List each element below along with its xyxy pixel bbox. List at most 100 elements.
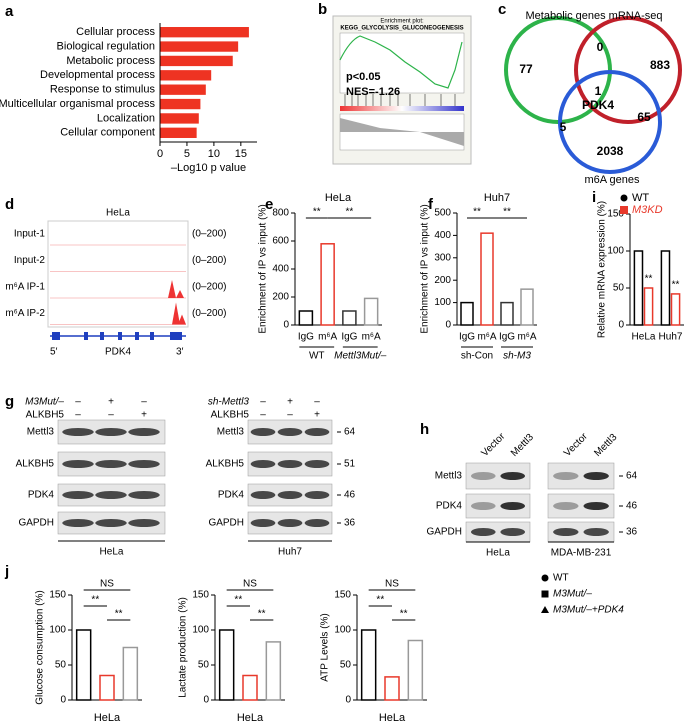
y-tick-label: Response to stimulus: [50, 84, 156, 96]
treatment-sign: +: [314, 410, 320, 421]
y-tick-label: 100: [49, 625, 66, 636]
panel-label: g: [5, 393, 14, 410]
y-axis-label: Enrichment of IP vs input (%): [420, 204, 431, 333]
legend-label: WT: [553, 573, 569, 584]
track-label: m⁶A IP-2: [5, 308, 45, 319]
venn-count: 65: [637, 110, 651, 124]
significance: **: [376, 595, 384, 606]
y-tick-label: 800: [272, 208, 289, 219]
y-tick-label: Biological regulation: [57, 40, 155, 52]
y-tick-label: 100: [192, 625, 209, 636]
blot-band: [277, 491, 303, 499]
blot-band: [95, 519, 127, 527]
y-tick-label: 0: [345, 695, 351, 706]
legend-label: M3KD: [632, 204, 663, 216]
group-label: WT: [309, 351, 325, 362]
panel-label: e: [265, 196, 273, 213]
blot-band: [583, 502, 609, 510]
significance: **: [258, 609, 266, 620]
blot-band: [95, 460, 127, 468]
legend-marker: [541, 590, 549, 598]
lane-label: Mettl3: [592, 432, 619, 459]
gsea-title: Enrichment plot:: [380, 19, 424, 25]
y-tick-label: 0: [60, 695, 66, 706]
y-tick-label: 150: [192, 590, 209, 601]
x-axis-label: HeLa: [237, 712, 264, 724]
cell-label: MDA-MB-231: [551, 548, 612, 559]
track-label: Input-2: [14, 255, 46, 266]
venn-circle: [558, 70, 662, 174]
blot-band: [553, 528, 579, 536]
blot-band: [62, 428, 94, 436]
y-tick-label: 0: [618, 320, 624, 331]
bar: [633, 250, 644, 326]
blot-band: [250, 491, 276, 499]
y-tick-label: Localization: [97, 112, 155, 124]
treatment-sign: –: [108, 410, 114, 421]
venn-count: 77: [519, 62, 533, 76]
bar: [160, 98, 201, 110]
significance: NS: [100, 579, 114, 590]
panel-label: h: [420, 421, 429, 438]
bar: [660, 250, 671, 326]
blot-band: [470, 502, 496, 510]
y-tick-label: 150: [334, 590, 351, 601]
treatment-sign: –: [75, 397, 81, 408]
y-axis-label: Relative mRNA expression (%): [597, 201, 608, 338]
chart-title: Huh7: [484, 192, 510, 204]
venn-set-label: m6A genes: [584, 174, 640, 186]
x-axis-label: HeLa: [94, 712, 121, 724]
bar: [265, 641, 282, 701]
treatment-label: M3Mut/–: [25, 397, 64, 408]
group-label: sh-M3: [503, 351, 531, 362]
panel-label: j: [4, 563, 9, 580]
panel-label: c: [498, 1, 506, 18]
track-peak: [172, 302, 180, 325]
significance: **: [473, 207, 481, 218]
blot-band: [500, 472, 526, 480]
track-label: m⁶A IP-1: [5, 282, 45, 293]
bar: [99, 674, 115, 701]
x-tick-label: IgG: [499, 332, 515, 343]
significance: **: [503, 207, 511, 218]
x-tick-label: m⁶A: [477, 332, 496, 343]
significance: NS: [385, 579, 399, 590]
protein-label: PDK4: [218, 490, 245, 501]
blot-band: [128, 428, 160, 436]
x-tick-label: Huh7: [659, 332, 683, 343]
panel-label: b: [318, 1, 327, 18]
y-tick-label: 100: [607, 246, 624, 257]
marker-label: 36: [344, 518, 356, 529]
y-axis-label: ATP Levels (%): [320, 613, 331, 682]
protein-label: PDK4: [436, 501, 463, 512]
bar: [160, 113, 199, 124]
cell-label: HeLa: [100, 547, 124, 558]
treatment-sign: +: [141, 410, 147, 421]
y-tick-label: 50: [613, 283, 625, 294]
legend-marker: [541, 606, 549, 613]
gene-end: 3′: [176, 347, 184, 358]
x-tick-label: IgG: [298, 332, 314, 343]
track-peak: [168, 280, 176, 298]
significance: NS: [243, 579, 257, 590]
bar: [160, 84, 206, 95]
y-tick-label: 600: [272, 236, 289, 247]
y-tick-label: Developmental process: [40, 69, 155, 81]
y-tick-label: 50: [198, 660, 210, 671]
blot-band: [553, 472, 579, 480]
significance: **: [234, 595, 242, 606]
group-label: Mettl3Mut/–: [334, 351, 387, 362]
treatment-sign: –: [141, 397, 147, 408]
treatment-sign: –: [314, 397, 320, 408]
marker-label: 46: [344, 490, 356, 501]
bar: [460, 301, 474, 326]
venn-count: 2038: [597, 144, 624, 158]
blot-band: [277, 428, 303, 436]
bar: [320, 243, 335, 326]
bar: [342, 310, 357, 326]
blot-band: [470, 528, 496, 536]
significance: **: [672, 280, 680, 291]
y-axis-label: Enrichment of IP vs input (%): [258, 204, 269, 333]
bar: [122, 646, 139, 701]
